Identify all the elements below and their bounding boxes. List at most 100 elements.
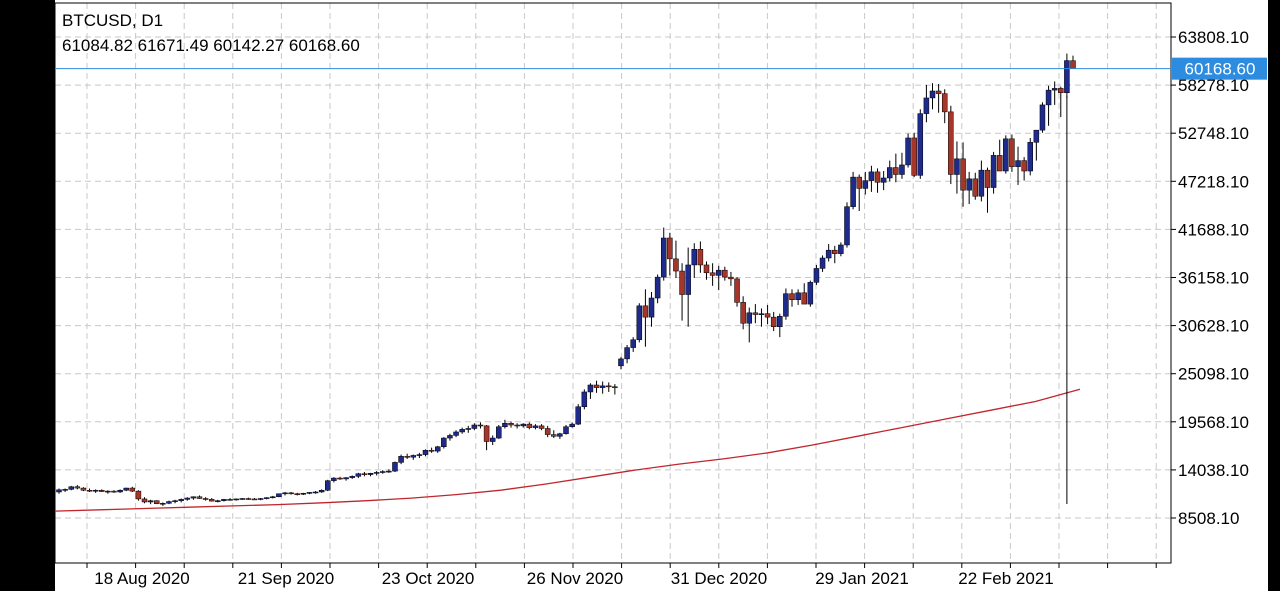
moving-average-line — [54, 388, 1081, 512]
last-price-label: 60168.60 — [1172, 57, 1267, 80]
grid-lines — [55, 3, 1171, 563]
candle — [514, 423, 520, 429]
candle — [312, 491, 319, 494]
candle — [954, 141, 960, 194]
candle — [819, 255, 826, 272]
candle — [208, 498, 215, 502]
candle — [783, 288, 789, 320]
candle — [422, 449, 429, 457]
candle — [483, 425, 490, 451]
x-tick-label: 26 Nov 2020 — [527, 569, 623, 588]
candle — [685, 247, 691, 327]
candle — [74, 485, 81, 490]
candle — [770, 311, 777, 332]
candle — [612, 384, 618, 395]
candle — [734, 277, 740, 307]
candle — [325, 479, 331, 492]
candle — [1070, 55, 1076, 69]
y-tick-label: 36158.10 — [1178, 269, 1249, 288]
candle — [893, 153, 899, 183]
candle — [777, 313, 783, 338]
x-tick-label: 29 Jan 2021 — [815, 569, 909, 588]
candle — [355, 472, 362, 479]
candle — [740, 296, 746, 330]
candle — [899, 152, 905, 179]
candle — [270, 495, 276, 499]
candle — [276, 493, 282, 498]
candle — [465, 425, 472, 433]
candles-group[interactable] — [56, 53, 1076, 506]
candle — [263, 497, 270, 500]
candle — [331, 477, 337, 483]
y-tick-label: 58278.10 — [1178, 76, 1249, 95]
candle — [306, 491, 313, 495]
y-tick-label: 25098.10 — [1178, 365, 1249, 384]
candle — [184, 497, 191, 501]
candle — [386, 469, 392, 473]
candle — [99, 489, 105, 492]
candle — [1027, 137, 1033, 176]
y-tick-label: 19568.10 — [1178, 413, 1249, 432]
candle — [502, 419, 508, 429]
candle — [636, 303, 643, 343]
candle — [337, 476, 343, 480]
candle — [257, 498, 264, 501]
candle — [660, 227, 667, 281]
candle — [642, 289, 649, 347]
candle — [1051, 81, 1058, 105]
x-tick-label: 22 Feb 2021 — [958, 569, 1053, 588]
candle — [367, 472, 374, 477]
right-edge-bar — [1268, 0, 1280, 591]
candle — [715, 265, 722, 291]
candle — [862, 171, 869, 195]
candle — [538, 424, 545, 431]
candle — [587, 383, 594, 399]
ohlc-values: 61084.82 61671.49 60142.27 60168.60 — [62, 36, 360, 55]
y-tick-label: 47218.10 — [1178, 172, 1249, 191]
candle — [1058, 86, 1064, 118]
candle — [880, 171, 887, 191]
candle — [92, 489, 99, 493]
candle — [190, 496, 197, 500]
candle — [526, 422, 533, 430]
candle — [379, 470, 386, 474]
plot-frame — [54, 2, 1172, 564]
candle — [838, 242, 844, 257]
candle — [416, 452, 423, 459]
candle — [166, 500, 172, 505]
candle — [1033, 129, 1040, 161]
candle — [227, 498, 233, 501]
candle — [147, 499, 154, 505]
candle — [86, 488, 93, 492]
candle — [935, 84, 942, 113]
candle — [123, 487, 129, 492]
x-tick-label: 21 Sep 2020 — [238, 569, 334, 588]
y-axis: 63808.10 58278.10 52748.10 47218.10 41688.10… — [1171, 28, 1249, 528]
candle — [282, 491, 288, 496]
candle — [673, 240, 679, 279]
candle — [453, 430, 459, 438]
candle — [239, 498, 246, 500]
candle — [471, 423, 478, 431]
candle — [111, 490, 117, 493]
candle — [923, 84, 930, 123]
candle — [832, 245, 838, 264]
candle — [599, 381, 606, 394]
candle — [667, 232, 673, 276]
candle — [654, 274, 661, 304]
candle — [233, 498, 239, 501]
candle — [911, 132, 917, 178]
candle — [563, 425, 569, 435]
candle — [569, 422, 575, 428]
candle — [551, 430, 557, 439]
candle — [728, 271, 734, 286]
candle — [251, 498, 258, 501]
candle — [874, 168, 881, 193]
x-tick-label: 31 Dec 2020 — [671, 569, 767, 588]
candle — [789, 289, 795, 307]
candle — [752, 304, 759, 324]
candle — [434, 445, 441, 453]
candle — [392, 461, 398, 472]
candle — [850, 171, 856, 210]
